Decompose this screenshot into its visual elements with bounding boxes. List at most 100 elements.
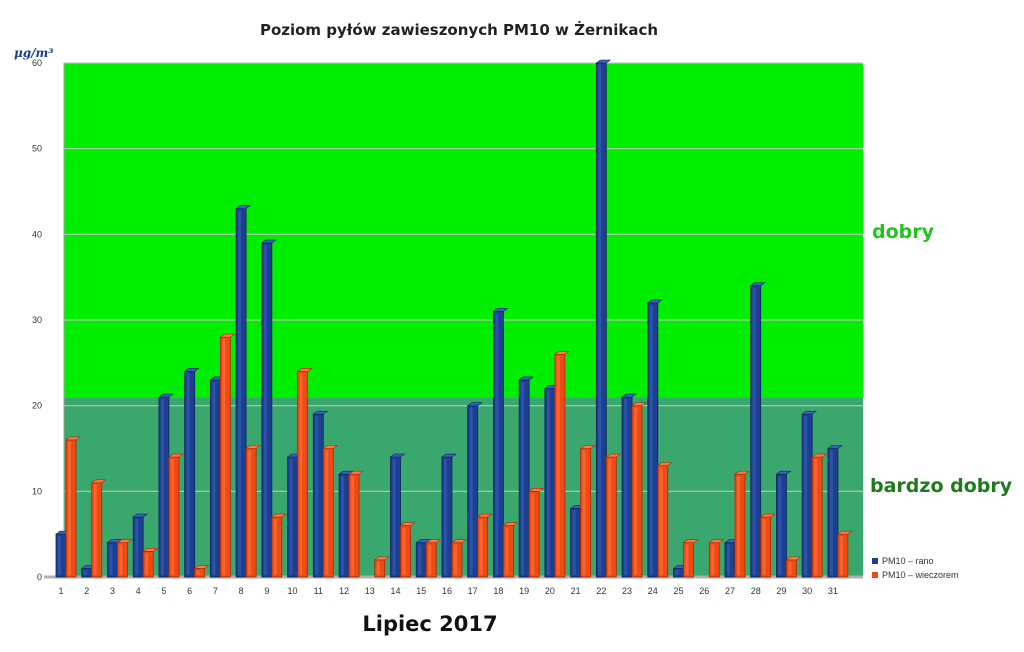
y-tick-label: 60 [32,58,42,68]
x-tick-label: 31 [828,586,838,596]
bar-cap [801,410,818,415]
bar-highlight [711,544,715,575]
bar-cap [65,436,81,441]
x-tick-label: 20 [545,586,555,596]
y-axis-ticks: 0 10 20 30 40 50 60 [32,58,42,582]
bar-cap [656,462,673,466]
bar-cap [837,530,853,535]
x-tick-label: 28 [751,586,761,596]
x-tick-label: 1 [58,586,63,596]
bar-highlight [495,313,499,575]
bar-highlight [186,373,190,575]
bar-highlight [212,381,216,575]
bar-cap [759,513,776,518]
bar-highlight [685,544,689,575]
bar-highlight [58,536,61,575]
bar-highlight [248,450,252,575]
bar-evening-day-18 [503,525,514,578]
x-tick-label: 11 [314,586,323,596]
bar-cap [142,547,159,552]
bar-cap [158,393,174,398]
bar-highlight [145,553,149,575]
bar-highlight [582,450,586,575]
x-axis-ticks: 1 2 3 4 5 6 7 8 9 10 11 12 13 14 15 16 17 18 19 20 21 22 23 24 2… [58,586,837,596]
zone-good-band [64,63,863,398]
x-tick-label: 17 [468,586,478,596]
bar-cap [90,479,107,484]
bar-highlight [315,416,319,575]
bar-highlight [83,570,87,575]
bar-highlight [829,450,833,575]
bar-highlight [263,244,267,575]
bar-cap [595,59,612,64]
bar-highlight [376,561,380,575]
bar-cap [631,402,647,406]
bar-cap [312,410,329,415]
y-tick-label: 20 [32,401,42,411]
bar-highlight [804,416,808,575]
bar-highlight [418,544,422,575]
bar-highlight [289,459,293,575]
bar-cap [322,445,339,449]
x-tick-label: 21 [571,586,581,596]
bar-cap [605,453,622,458]
bar-highlight [170,459,174,575]
bar-highlight [505,527,509,575]
x-tick-label: 23 [622,586,632,596]
bar-highlight [238,210,242,575]
bar-cap [132,513,149,518]
x-tick-label: 5 [161,586,166,596]
y-tick-label: 10 [32,486,42,496]
legend-label-morning: PM10 – rano [882,556,934,566]
y-tick-label: 30 [32,315,42,325]
bar-highlight [453,544,457,575]
bar-cap [441,453,457,458]
bar-cap [749,282,766,287]
bar-cap [682,539,699,544]
bar-highlight [160,399,164,575]
bar-highlight [273,519,277,575]
legend-label-evening: PM10 – wieczorem [882,570,959,580]
bar-highlight [624,399,628,575]
x-tick-label: 4 [136,586,141,596]
x-tick-label: 15 [416,586,426,596]
bar-highlight [521,381,525,575]
legend-swatch-morning [872,558,878,564]
bar-cap [775,470,792,475]
bar-highlight [392,459,396,575]
y-axis-unit: μg/m³ [14,46,54,60]
zone-label-good: dobry [872,221,935,243]
bar-cap [502,522,519,526]
bar-cap [734,470,750,475]
bar-cap [270,513,287,518]
bar-highlight [531,493,535,575]
bar-highlight [634,407,638,575]
bar-cap [646,299,663,304]
bar-highlight [556,356,560,575]
bar-cap [621,393,637,398]
bar-cap [183,368,200,372]
bar-cap [235,205,252,209]
bar-highlight [479,519,483,575]
bar-cap [260,239,277,244]
bar-cap [389,453,406,458]
bar-cap [373,556,390,561]
bar-cap [811,453,828,458]
bar-cap [827,445,843,449]
bar-highlight [752,287,756,575]
bar-highlight [93,484,97,575]
legend: PM10 – rano PM10 – wieczorem [872,556,959,580]
bar-highlight [736,476,740,575]
x-tick-label: 14 [390,586,400,596]
bar-highlight [119,544,123,575]
x-tick-label: 18 [493,586,503,596]
x-tick-label: 27 [725,586,735,596]
x-tick-label: 19 [519,586,529,596]
bars [55,59,853,578]
x-tick-label: 13 [365,586,375,596]
x-tick-label: 16 [442,586,452,596]
x-tick-label: 29 [776,586,786,596]
bar-cap [518,376,535,381]
bar-cap [579,445,596,449]
